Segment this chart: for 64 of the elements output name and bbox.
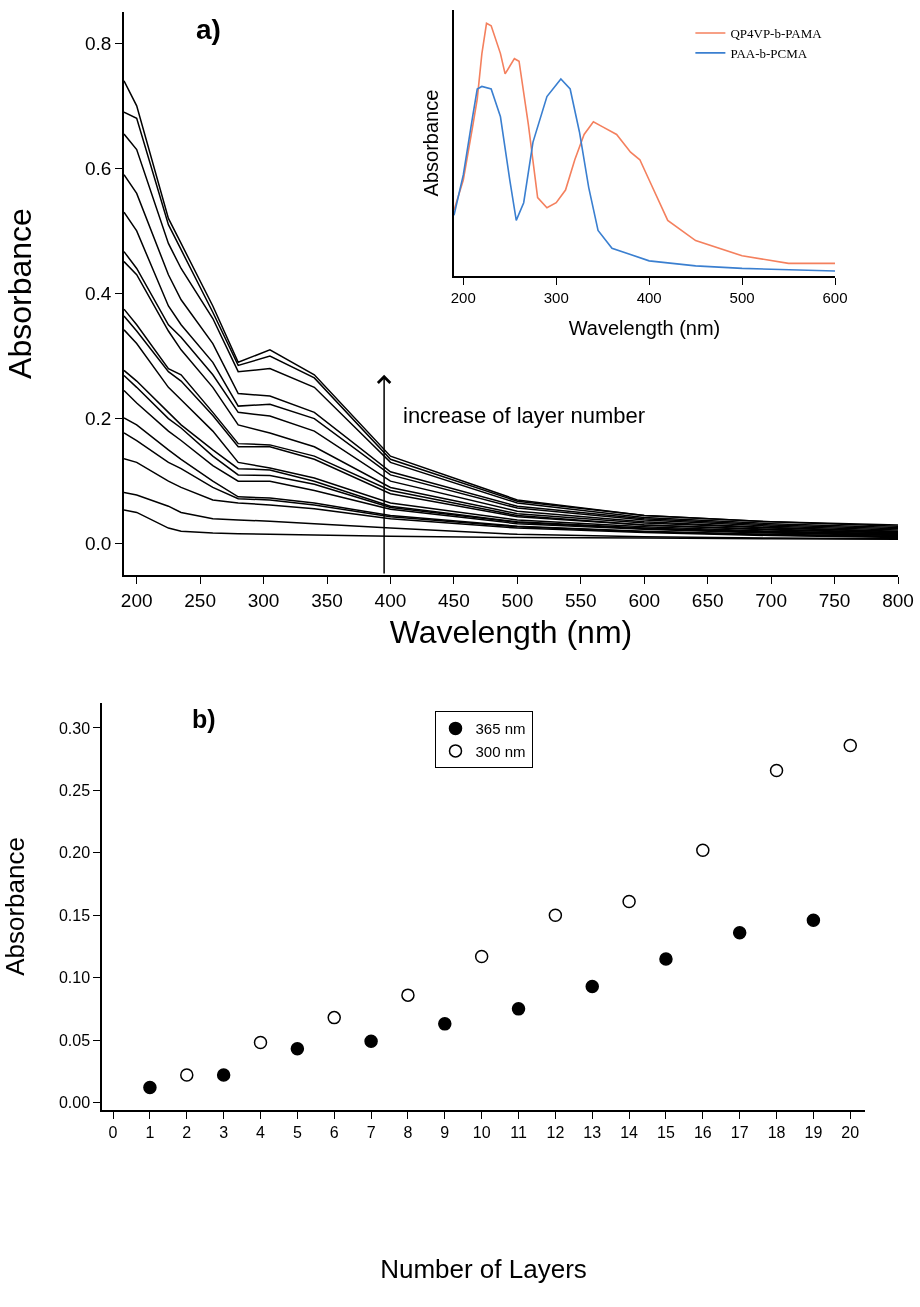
annotation: b): [192, 705, 216, 733]
x-axis-title: Wavelength (nm): [568, 316, 721, 339]
x-tick-label: 6: [329, 1123, 339, 1141]
y-tick-label: 0.15: [58, 906, 91, 924]
x-axis-title: Number of Layers: [380, 1254, 587, 1285]
legend-label: 365 nm: [475, 720, 526, 738]
x-tick-label: 800: [882, 589, 914, 611]
x-tick-label: 8: [403, 1123, 413, 1141]
x-tick-label: 15: [657, 1123, 675, 1141]
x-tick-label: 9: [440, 1123, 450, 1141]
x-tick-label: 650: [691, 589, 724, 611]
legend-label: 300 nm: [475, 742, 526, 760]
y-tick-label: 0.0: [85, 533, 112, 555]
x-tick-label: 200: [450, 288, 476, 306]
x-tick-label: 300: [543, 288, 569, 306]
x-tick-label: 200: [120, 589, 153, 611]
x-tick-label: 0: [108, 1123, 118, 1141]
y-tick-label: 0.20: [58, 844, 91, 862]
x-tick-label: 350: [311, 589, 343, 611]
x-tick-label: 400: [636, 288, 662, 306]
x-tick-label: 7: [366, 1123, 376, 1141]
y-tick-label: 0.8: [85, 32, 112, 54]
legend-label: PAA-b-PCMA: [730, 45, 808, 61]
y-axis-title: Absorbance: [420, 89, 443, 197]
x-tick-label: 300: [247, 589, 280, 611]
y-tick-label: 0.30: [58, 719, 91, 737]
x-tick-label: 13: [583, 1123, 602, 1141]
x-tick-label: 10: [472, 1123, 491, 1141]
x-tick-label: 700: [755, 589, 787, 611]
x-tick-label: 20: [841, 1123, 860, 1141]
y-tick-label: 0.05: [58, 1031, 91, 1049]
y-tick-label: 0.6: [85, 158, 112, 180]
annotation: a): [196, 14, 221, 45]
x-tick-label: 450: [438, 589, 470, 611]
x-tick-label: 16: [693, 1123, 712, 1141]
x-tick-label: 2: [182, 1123, 192, 1141]
x-tick-label: 1: [145, 1123, 155, 1141]
x-tick-label: 550: [564, 589, 597, 611]
x-tick-label: 600: [822, 288, 848, 306]
x-tick-label: 5: [292, 1123, 302, 1141]
annotation: increase of layer number: [403, 403, 646, 428]
x-tick-label: 19: [804, 1123, 823, 1141]
y-tick-label: 0.25: [58, 781, 91, 799]
x-tick-label: 17: [730, 1123, 749, 1141]
x-tick-label: 3: [219, 1123, 229, 1141]
x-tick-label: 4: [256, 1123, 266, 1141]
y-axis-title: Absorbance: [1, 208, 38, 379]
x-tick-label: 600: [628, 589, 661, 611]
x-tick-label: 250: [184, 589, 216, 611]
x-tick-label: 12: [546, 1123, 565, 1141]
x-tick-label: 500: [501, 589, 534, 611]
legend-label: QP4VP-b-PAMA: [730, 26, 823, 41]
x-tick-label: 14: [620, 1123, 639, 1141]
x-tick-label: 18: [767, 1123, 786, 1141]
x-tick-label: 750: [818, 589, 851, 611]
y-tick-label: 0.10: [58, 969, 91, 987]
x-tick-label: 400: [374, 589, 407, 611]
x-tick-label: 500: [729, 288, 755, 306]
y-tick-label: 0.4: [85, 283, 112, 305]
y-tick-label: 0.00: [58, 1094, 91, 1112]
y-axis-title: Absorbance: [0, 837, 30, 976]
x-axis-title: Wavelength (nm): [389, 614, 633, 650]
x-tick-label: 11: [510, 1123, 527, 1141]
y-tick-label: 0.2: [85, 408, 112, 430]
